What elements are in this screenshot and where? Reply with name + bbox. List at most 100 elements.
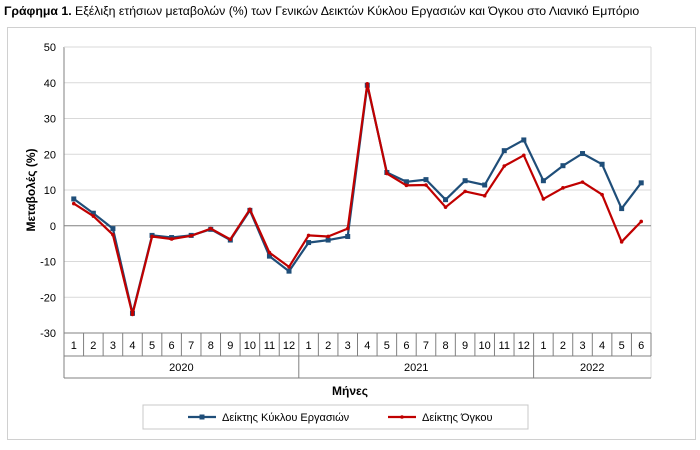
x-tick-label: 12 <box>283 340 295 352</box>
data-point-series-2 <box>463 189 467 194</box>
data-point-series-1 <box>560 163 566 169</box>
data-point-series-2 <box>365 82 370 86</box>
data-point-series-1 <box>403 179 409 185</box>
data-point-series-2 <box>306 233 311 238</box>
x-tick-label: 6 <box>403 340 409 352</box>
data-point-series-2 <box>619 240 624 244</box>
chart-title: Γράφημα 1. Εξέλιξη ετήσιων μεταβολών (%)… <box>4 4 698 18</box>
x-tick-label: 3 <box>579 340 585 352</box>
data-point-series-1 <box>90 210 96 216</box>
x-tick-label: 9 <box>462 340 468 352</box>
grid <box>64 46 651 334</box>
data-point-series-2 <box>424 183 428 187</box>
legend-label-2: Δείκτης Όγκου <box>422 412 493 424</box>
x-tick-label: 6 <box>169 340 175 352</box>
series-line-2 <box>73 82 642 316</box>
data-point-series-2 <box>482 193 487 198</box>
x-tick-label: 11 <box>264 340 275 352</box>
x-tick-label: 4 <box>129 340 135 352</box>
x-tick-label: 6 <box>638 340 644 352</box>
x-tick-label: 9 <box>227 340 233 352</box>
data-point-series-2 <box>502 164 507 168</box>
legend-marker-2 <box>400 415 404 419</box>
x-tick-label: 2 <box>560 340 566 352</box>
data-point-series-2 <box>111 232 115 237</box>
data-point-series-1 <box>619 206 625 212</box>
x-tick-label: 1 <box>540 340 546 352</box>
x-tick-label: 8 <box>208 340 214 352</box>
y-tick-label: 10 <box>44 185 56 197</box>
year-label: 2022 <box>580 362 604 374</box>
data-point-series-2 <box>150 234 154 239</box>
data-point-series-2 <box>404 183 409 188</box>
y-tick-label: 30 <box>44 114 56 126</box>
data-point-series-1 <box>501 148 507 154</box>
x-tick-label: 4 <box>599 340 605 352</box>
chart-title-prefix: Γράφημα 1. <box>4 4 72 18</box>
year-label: 2021 <box>404 362 428 374</box>
data-point-series-1 <box>325 237 331 243</box>
data-point-series-2 <box>443 205 448 209</box>
data-point-series-1 <box>482 182 488 188</box>
data-point-series-2 <box>169 237 174 241</box>
data-point-series-2 <box>385 171 389 176</box>
data-point-series-2 <box>267 250 272 255</box>
data-point-series-1 <box>110 226 116 232</box>
series <box>71 82 644 317</box>
chart-title-text: Εξέλιξη ετήσιων μεταβολών (%) των Γενικώ… <box>75 4 640 18</box>
legend-label-1: Δείκτης Κύκλου Εργασιών <box>222 412 350 424</box>
data-point-series-1 <box>462 178 468 184</box>
x-tick-label: 5 <box>619 340 625 352</box>
x-tick-label: 7 <box>188 340 194 352</box>
data-point-series-2 <box>189 233 193 238</box>
data-point-series-2 <box>287 265 291 269</box>
data-point-series-1 <box>521 137 527 143</box>
data-point-series-2 <box>91 214 96 218</box>
y-tick-label: 0 <box>50 221 56 233</box>
x-tick-label: 1 <box>306 340 312 352</box>
x-tick-label: 5 <box>149 340 155 352</box>
y-tick-label: 20 <box>44 149 56 161</box>
x-tick-label: 2 <box>90 340 96 352</box>
data-point-series-1 <box>71 196 77 202</box>
data-point-series-2 <box>326 234 330 239</box>
year-label: 2020 <box>169 362 193 374</box>
data-point-series-2 <box>541 197 546 201</box>
data-point-series-2 <box>561 186 565 190</box>
x-tick-label: 7 <box>423 340 429 352</box>
x-tick-label: 3 <box>110 340 116 352</box>
data-point-series-2 <box>71 201 76 206</box>
legend-marker-1 <box>199 414 205 420</box>
data-point-series-2 <box>208 226 213 231</box>
data-point-series-2 <box>639 219 644 224</box>
x-tick-label: 3 <box>345 340 351 352</box>
data-point-series-1 <box>599 161 605 167</box>
chart-frame <box>7 27 696 440</box>
data-point-series-1 <box>540 178 546 184</box>
x-tick-label: 8 <box>442 340 448 352</box>
data-point-series-1 <box>286 268 292 274</box>
data-point-series-2 <box>600 192 604 197</box>
legend: Δείκτης Κύκλου Εργασιών Δείκτης Όγκου <box>142 404 529 430</box>
x-tick-label: 2 <box>325 340 331 352</box>
y-tick-label: 50 <box>44 42 56 54</box>
data-point-series-1 <box>580 151 586 157</box>
data-point-series-1 <box>345 233 351 239</box>
y-tick-label: -20 <box>40 292 56 304</box>
x-axis-title: Μήνες <box>332 384 368 398</box>
data-point-series-1 <box>443 197 449 203</box>
y-axis-title: Μεταβολές (%) <box>24 148 38 231</box>
x-tick-label: 10 <box>479 340 491 352</box>
x-tick-label: 12 <box>518 340 530 352</box>
data-point-series-2 <box>522 153 526 158</box>
y-tick-label: 40 <box>44 78 56 90</box>
data-point-series-2 <box>130 312 135 317</box>
x-tick-label: 11 <box>499 340 510 352</box>
data-point-series-2 <box>228 237 233 242</box>
x-tick-label: 4 <box>364 340 370 352</box>
data-point-series-1 <box>266 253 272 259</box>
x-tick-label: 5 <box>384 340 390 352</box>
data-point-series-1 <box>306 240 312 246</box>
